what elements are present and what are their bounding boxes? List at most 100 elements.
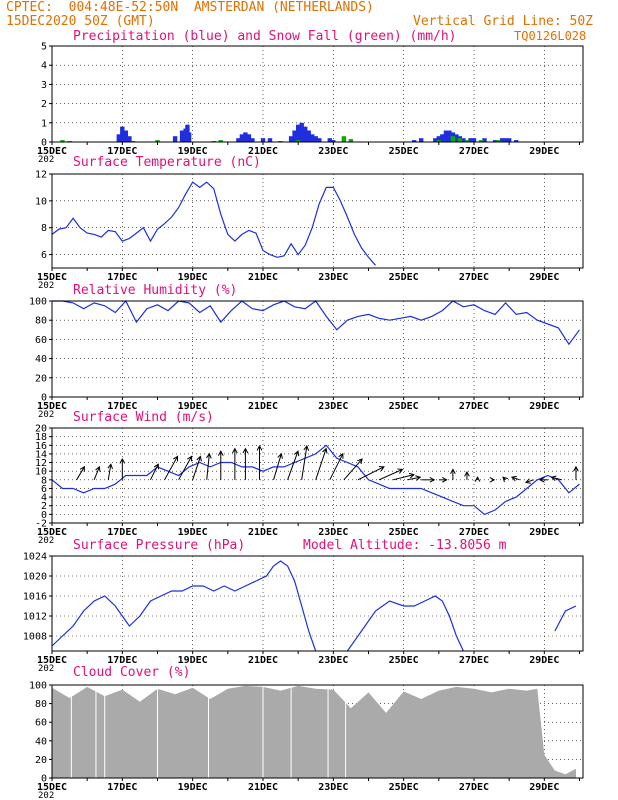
title-precipitation: Precipitation (blue) and Snow Fall (gree… — [73, 29, 457, 44]
wind-arrow — [242, 447, 249, 480]
x-tick-label: 27DEC — [459, 782, 489, 793]
precipitation-bar — [306, 130, 311, 142]
wind-arrow — [464, 470, 470, 480]
x-year-label: 202 — [38, 155, 54, 165]
wind-arrow — [192, 455, 202, 480]
wind-arrow-head — [524, 478, 531, 484]
wind-arrow — [93, 465, 101, 481]
wind-arrow-head — [550, 475, 557, 481]
wind-arrow-shaft — [315, 448, 327, 480]
snow-bar — [348, 139, 354, 142]
title-temperature: Surface Temperature (nC) — [73, 155, 261, 170]
y-tick-label: 60 — [35, 718, 47, 729]
x-tick-label: 21DEC — [248, 527, 278, 538]
wind-arrow-head — [450, 468, 456, 475]
x-tick-label: 19DEC — [178, 272, 208, 283]
wind-arrow-shaft — [525, 479, 534, 483]
y-tick-label: 12 — [35, 458, 47, 469]
y-tick-label: 40 — [35, 354, 47, 365]
x-tick-label: 17DEC — [107, 655, 137, 666]
wind-arrow — [538, 476, 548, 483]
snow-bar — [218, 140, 223, 142]
x-tick-label: 21DEC — [248, 655, 278, 666]
wind-arrow-shaft — [76, 466, 85, 481]
precipitation-bar — [461, 138, 466, 142]
wind-arrow-head — [217, 450, 224, 456]
pressure-line — [51, 560, 577, 652]
precipitation-bar — [267, 138, 273, 142]
wind-arrow-head — [397, 468, 404, 474]
x-tick-label: 29DEC — [529, 527, 559, 538]
wind-arrow-shaft — [206, 453, 210, 480]
x-year-label: 202 — [38, 791, 54, 800]
panel-frame — [51, 555, 584, 652]
y-tick-label: 20 — [35, 424, 47, 435]
x-tick-label: 19DEC — [178, 401, 208, 412]
precipitation-bar — [317, 138, 322, 142]
y-tick-label: 16 — [35, 441, 47, 452]
precipitation-bar — [186, 132, 192, 142]
x-tick-label: 27DEC — [459, 527, 489, 538]
x-tick-label: 21DEC — [248, 401, 278, 412]
x-tick-label: 29DEC — [529, 272, 559, 283]
pressure-model-altitude: Model Altitude: -13.8056 m — [303, 538, 507, 553]
temperature-line — [51, 181, 376, 266]
x-tick-label: 25DEC — [389, 782, 419, 793]
precipitation-bar — [127, 136, 132, 142]
wind-arrow — [107, 463, 113, 480]
precipitation-bar — [313, 136, 318, 142]
x-tick-label: 21DEC — [248, 782, 278, 793]
x-tick-label: 15DEC — [37, 401, 67, 412]
wind-arrow — [357, 466, 385, 481]
precipitation-bar — [120, 126, 125, 142]
x-tick-label: 29DEC — [529, 782, 559, 793]
x-tick-label: 15DEC — [37, 146, 67, 157]
precipitation-bar — [116, 134, 121, 142]
wind-arrow-head — [206, 452, 212, 459]
y-tick-label: 0 — [41, 393, 47, 404]
wind-arrow-head — [242, 447, 249, 454]
y-tick-label: 20 — [35, 373, 47, 384]
x-tick-label: 21DEC — [248, 272, 278, 283]
x-tick-label: 25DEC — [389, 655, 419, 666]
wind-arrow-head — [303, 444, 310, 451]
wind-arrow-shaft — [329, 453, 344, 481]
precipitation-bar — [503, 138, 508, 142]
x-tick-label: 29DEC — [529, 655, 559, 666]
precipitation-bar — [331, 140, 336, 142]
wind-arrow-head — [95, 465, 101, 472]
wind-arrow-shaft — [301, 445, 308, 480]
wind-arrow-head — [187, 455, 193, 462]
x-tick-label: 23DEC — [318, 272, 348, 283]
y-tick-label: 0 — [41, 510, 47, 521]
wind-arrow-shaft — [378, 468, 403, 481]
precipitation-bar — [419, 138, 424, 142]
y-tick-label: 8 — [41, 475, 47, 486]
x-tick-label: 29DEC — [529, 401, 559, 412]
precipitation-bar — [440, 134, 445, 142]
wind-arrow-head — [378, 466, 385, 472]
wind-arrow-shaft — [357, 466, 385, 481]
x-tick-label: 27DEC — [459, 272, 489, 283]
panel-frame — [51, 427, 584, 524]
wind-arrow-head — [357, 458, 363, 465]
x-tick-label: 23DEC — [318, 655, 348, 666]
wind-arrow — [217, 450, 224, 480]
precipitation-bar — [327, 138, 332, 142]
y-tick-label: 18 — [35, 432, 47, 443]
wind-arrow — [489, 476, 496, 483]
wind-arrow-head — [256, 444, 263, 451]
x-tick-label: 25DEC — [389, 146, 419, 157]
precipitation-bar — [250, 138, 255, 142]
wind-arrow — [256, 444, 263, 480]
snow-bar — [496, 140, 501, 142]
y-tick-label: 1016 — [23, 592, 47, 603]
precipitation-bar — [482, 138, 487, 142]
wind-arrow — [178, 455, 193, 481]
wind-arrow-head — [429, 476, 436, 483]
wind-arrow — [119, 457, 126, 480]
y-tick-label: 100 — [29, 681, 47, 692]
precipitation-bar — [468, 138, 473, 142]
wind-arrow-head — [408, 472, 415, 479]
wind-arrow-head — [153, 463, 159, 470]
